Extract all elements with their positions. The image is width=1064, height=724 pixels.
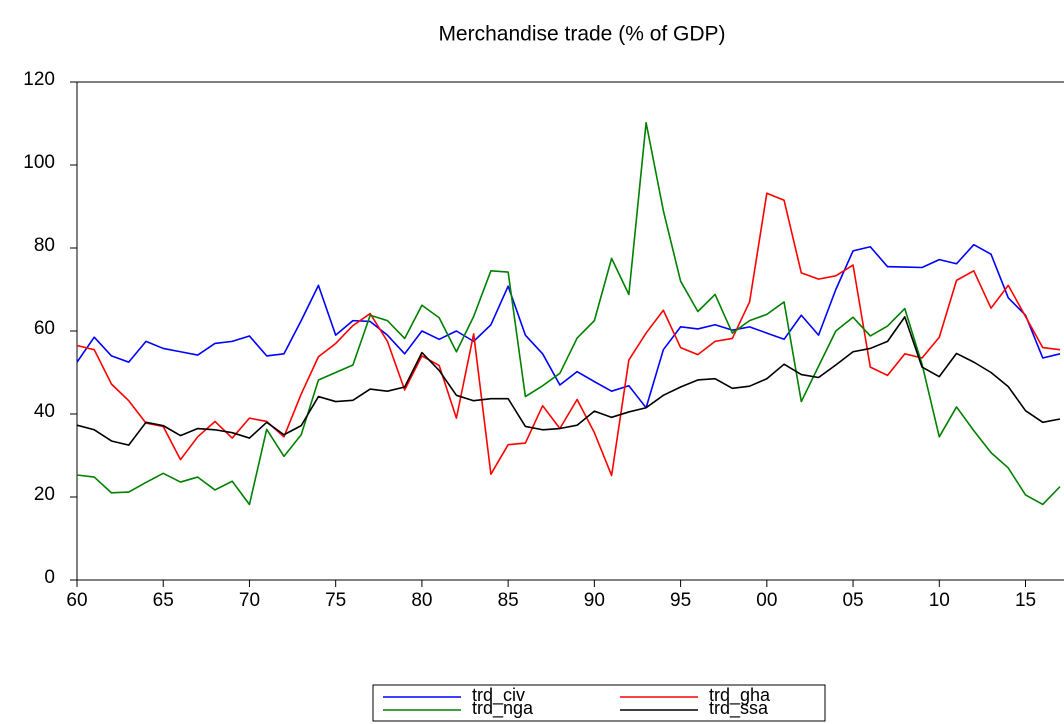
y-tick-label: 20 — [34, 484, 55, 505]
x-tick-label: 00 — [756, 590, 777, 611]
y-tick-label: 60 — [34, 318, 55, 339]
x-tick-label: 60 — [66, 590, 87, 611]
x-tick-label: 10 — [929, 590, 950, 611]
x-tick-label: 15 — [1015, 590, 1036, 611]
y-tick-label: 100 — [23, 152, 55, 173]
x-tick-label: 65 — [153, 590, 174, 611]
y-tick-label: 120 — [23, 69, 55, 90]
x-tick-label: 85 — [498, 590, 519, 611]
legend-label: trd_nga — [472, 698, 534, 719]
chart-title: Merchandise trade (% of GDP) — [438, 23, 725, 46]
y-tick-label: 40 — [34, 401, 55, 422]
series-line — [76, 192, 1061, 477]
series-line — [76, 121, 1061, 506]
y-tick-label: 80 — [34, 235, 55, 256]
legend — [372, 684, 826, 722]
x-tick-label: 05 — [842, 590, 863, 611]
x-tick-label: 90 — [584, 590, 605, 611]
series-line — [76, 243, 1061, 409]
legend-label: trd_gha — [709, 685, 771, 706]
x-tick-label: 80 — [411, 590, 432, 611]
x-tick-label: 70 — [239, 590, 260, 611]
x-tick-label: 75 — [325, 590, 346, 611]
series-line — [76, 316, 1061, 446]
legend-label: trd_ssa — [709, 698, 769, 719]
legend-label: trd_civ — [472, 685, 525, 706]
y-tick-label: 0 — [44, 567, 55, 588]
x-tick-label: 95 — [670, 590, 691, 611]
